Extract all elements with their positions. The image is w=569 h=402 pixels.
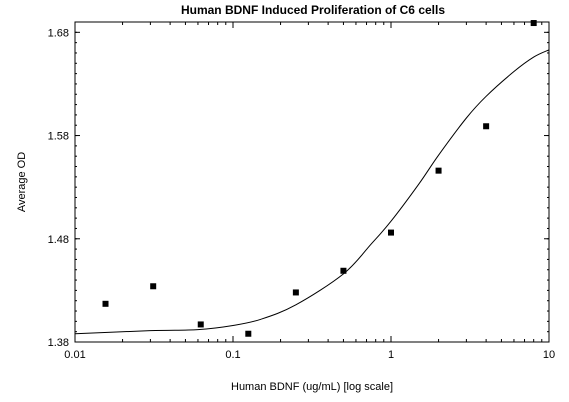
data-point bbox=[150, 283, 157, 290]
chart-title: Human BDNF Induced Proliferation of C6 c… bbox=[181, 3, 445, 17]
data-point bbox=[435, 167, 442, 174]
x-axis-label: Human BDNF (ug/mL) [log scale] bbox=[231, 381, 393, 393]
x-axis: 0.01 0.1 1 10 bbox=[64, 22, 555, 361]
y-tick-label: 1.68 bbox=[48, 27, 69, 39]
data-point bbox=[245, 330, 252, 337]
data-point bbox=[530, 20, 537, 27]
y-axis-label: Average OD bbox=[16, 152, 28, 212]
data-points bbox=[102, 20, 537, 337]
fit-curve bbox=[74, 49, 550, 335]
x-tick-label: 0.01 bbox=[64, 349, 85, 361]
data-point bbox=[483, 123, 490, 130]
y-tick-label: 1.48 bbox=[48, 234, 69, 246]
x-tick-label: 1 bbox=[388, 349, 394, 361]
data-point bbox=[197, 321, 204, 328]
y-tick-label: 1.58 bbox=[48, 131, 69, 143]
data-point bbox=[388, 229, 394, 236]
y-axis: 1.38 1.48 1.58 1.68 bbox=[48, 21, 549, 349]
data-point bbox=[340, 267, 347, 274]
data-point bbox=[102, 300, 109, 307]
y-tick-label: 1.38 bbox=[48, 337, 69, 349]
x-tick-label: 0.1 bbox=[225, 349, 240, 361]
data-point bbox=[292, 289, 299, 296]
plot-frame bbox=[74, 21, 550, 343]
x-tick-label: 10 bbox=[543, 349, 555, 361]
